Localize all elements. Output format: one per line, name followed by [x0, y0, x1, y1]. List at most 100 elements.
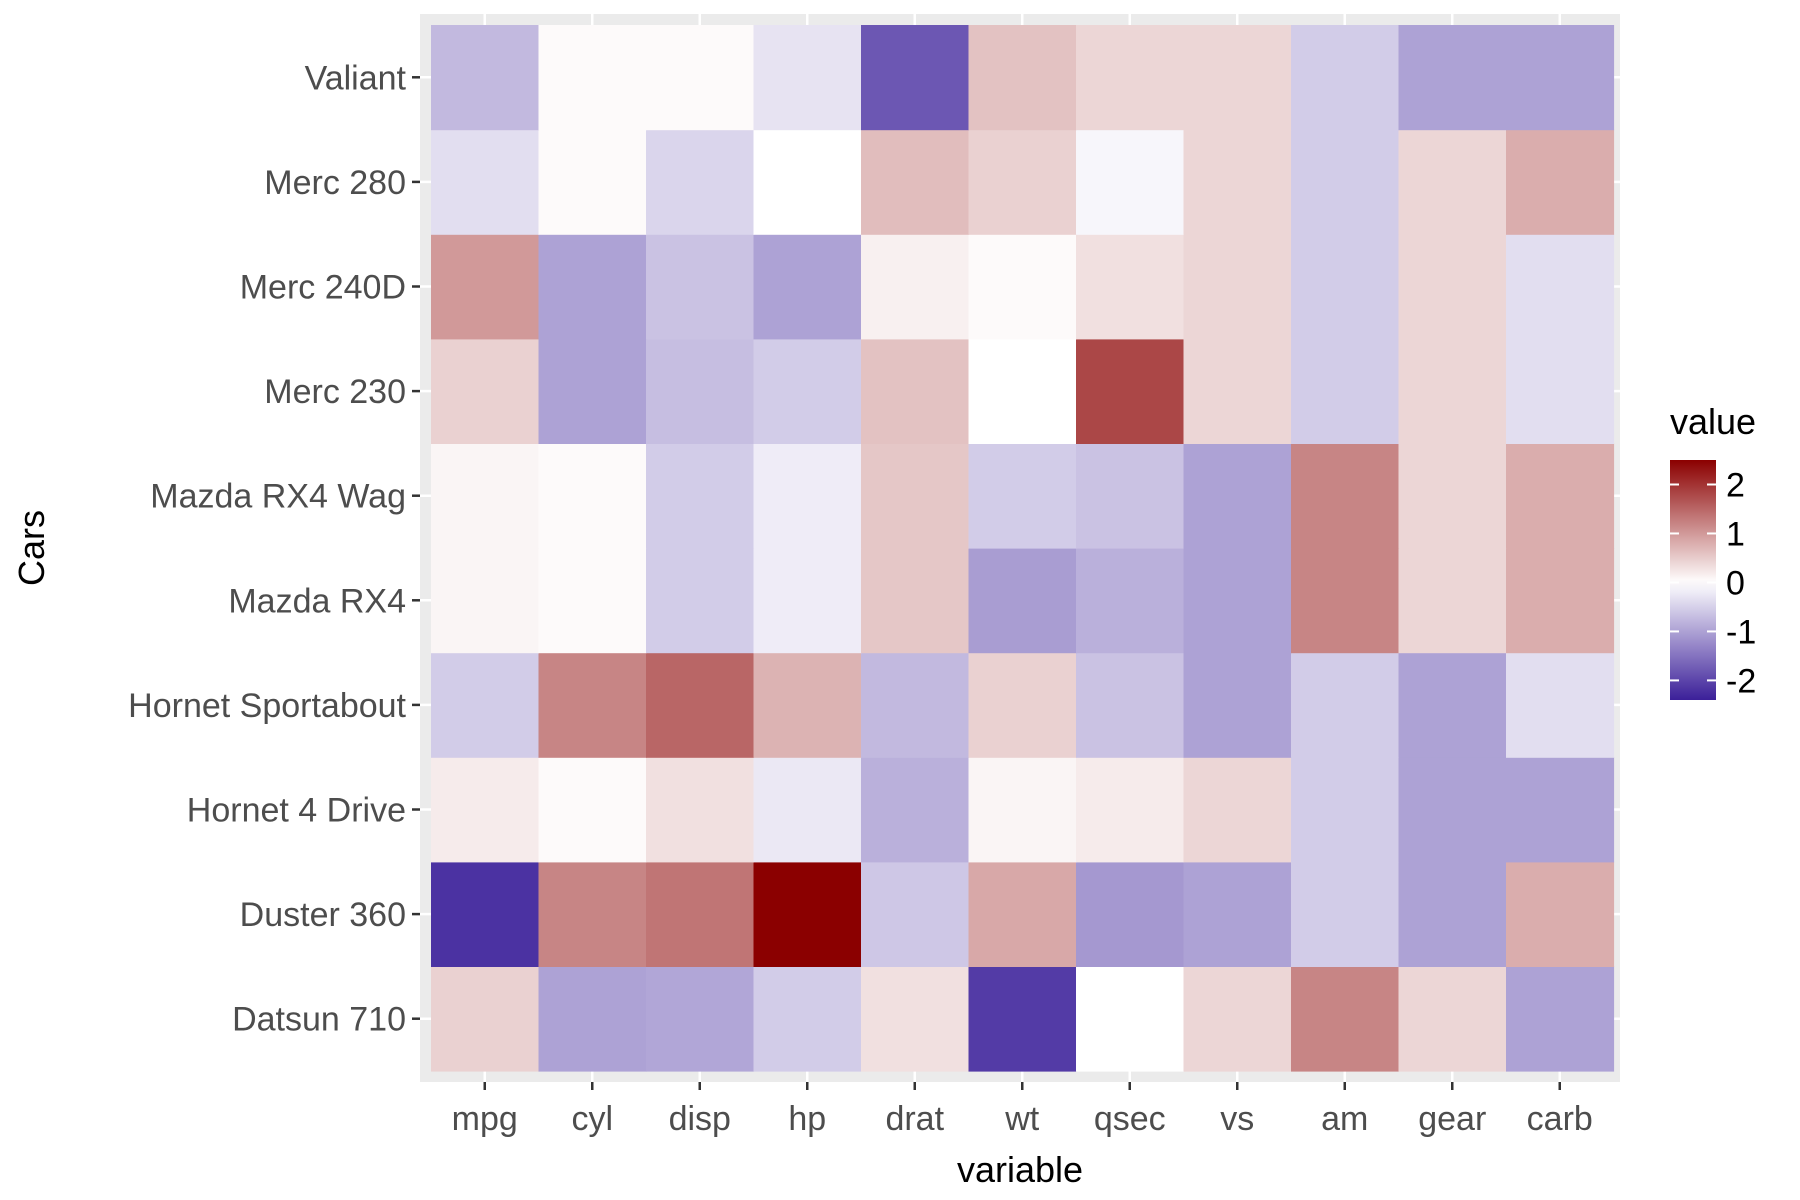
heatmap-cell	[431, 129, 540, 235]
heatmap-cell	[1183, 757, 1292, 863]
legend-tick-label: 1	[1726, 515, 1745, 553]
heatmap-cell	[968, 129, 1077, 235]
heatmap-cell	[1398, 652, 1507, 758]
y-tick-label: Mazda RX4	[228, 582, 406, 620]
x-tick-label: wt	[1004, 1100, 1040, 1138]
heatmap-cell	[1076, 234, 1185, 340]
heatmap-cell	[1183, 338, 1292, 444]
heatmap-cell	[1076, 966, 1185, 1072]
heatmap-cell	[646, 338, 755, 444]
x-tick-label: carb	[1527, 1100, 1593, 1138]
heatmap-cell	[538, 652, 647, 758]
heatmap-cell	[1398, 234, 1507, 340]
heatmap-cell	[753, 757, 862, 863]
heatmap-cell	[431, 757, 540, 863]
heatmap-cell	[1183, 234, 1292, 340]
heatmap-cell	[1076, 338, 1185, 444]
x-axis-title: variable	[957, 1149, 1083, 1190]
heatmap-cell	[753, 861, 862, 967]
heatmap-cell	[1076, 861, 1185, 967]
heatmap-cell	[1076, 25, 1185, 131]
heatmap-cell	[753, 25, 862, 131]
heatmap-cell	[538, 129, 647, 235]
heatmap-cell	[1291, 234, 1400, 340]
heatmap-cell	[1506, 338, 1615, 444]
heatmap-cell	[1506, 25, 1615, 131]
heatmap-cell	[1291, 757, 1400, 863]
y-tick-label: Hornet 4 Drive	[187, 792, 406, 830]
heatmap-cell	[1398, 129, 1507, 235]
heatmap-cell	[431, 548, 540, 654]
heatmap-cell	[431, 338, 540, 444]
heatmap-cell	[538, 966, 647, 1072]
x-tick-label: gear	[1418, 1100, 1486, 1138]
heatmap-cells	[431, 25, 1615, 1072]
heatmap-cell	[538, 25, 647, 131]
x-tick-label: disp	[669, 1100, 731, 1138]
heatmap-cell	[968, 757, 1077, 863]
y-axis: Datsun 710 Duster 360 Hornet 4 Drive Hornet…	[128, 59, 420, 1039]
heatmap-cell	[1291, 129, 1400, 235]
heatmap-cell	[968, 443, 1077, 549]
heatmap-cell	[538, 548, 647, 654]
heatmap-cell	[646, 966, 755, 1072]
heatmap-cell	[1183, 966, 1292, 1072]
heatmap-cell	[968, 966, 1077, 1072]
y-tick-label: Mazda RX4 Wag	[150, 478, 406, 516]
x-tick-label: cyl	[571, 1100, 613, 1138]
heatmap-cell	[1183, 861, 1292, 967]
heatmap-cell	[861, 757, 970, 863]
legend-tick-label: -1	[1726, 613, 1756, 651]
heatmap-cell	[968, 861, 1077, 967]
heatmap-cell	[1183, 443, 1292, 549]
heatmap-cell	[861, 25, 970, 131]
heatmap-cell	[1291, 548, 1400, 654]
heatmap-cell	[861, 548, 970, 654]
heatmap-cell	[861, 338, 970, 444]
heatmap-cell	[538, 338, 647, 444]
heatmap-cell	[753, 548, 862, 654]
legend-tick-label: 2	[1726, 466, 1745, 504]
heatmap-cell	[968, 338, 1077, 444]
heatmap-cell	[431, 652, 540, 758]
heatmap-cell	[431, 234, 540, 340]
x-tick-label: qsec	[1094, 1100, 1166, 1138]
heatmap-cell	[1291, 25, 1400, 131]
heatmap-cell	[753, 234, 862, 340]
y-tick-label: Duster 360	[240, 896, 406, 934]
heatmap-cell	[753, 652, 862, 758]
heatmap-cell	[1291, 338, 1400, 444]
heatmap-cell	[1398, 861, 1507, 967]
heatmap-cell	[1291, 966, 1400, 1072]
y-tick-label: Merc 280	[264, 164, 406, 202]
legend: value 2 1 0 -1 -2	[1670, 401, 1756, 700]
heatmap-cell	[646, 129, 755, 235]
heatmap-cell	[1076, 652, 1185, 758]
heatmap-cell	[646, 443, 755, 549]
heatmap-cell	[538, 443, 647, 549]
heatmap-cell	[861, 966, 970, 1072]
heatmap-cell	[1183, 129, 1292, 235]
heatmap-cell	[1506, 234, 1615, 340]
heatmap-cell	[1183, 548, 1292, 654]
heatmap-cell	[861, 652, 970, 758]
heatmap-cell	[861, 861, 970, 967]
heatmap-cell	[1506, 966, 1615, 1072]
heatmap-cell	[861, 129, 970, 235]
heatmap-cell	[646, 548, 755, 654]
heatmap-cell	[968, 234, 1077, 340]
x-axis: mpg cyl disp hp drat wt qsec vs am gear carb	[452, 1082, 1593, 1138]
heatmap-cell	[1506, 757, 1615, 863]
legend-ticks: 2 1 0 -1 -2	[1670, 466, 1756, 700]
y-tick-label: Merc 230	[264, 373, 406, 411]
heatmap-cell	[1506, 548, 1615, 654]
heatmap-cell	[646, 861, 755, 967]
heatmap-cell	[968, 548, 1077, 654]
x-tick-label: vs	[1220, 1100, 1254, 1138]
heatmap-cell	[1291, 652, 1400, 758]
y-tick-label: Valiant	[305, 59, 407, 97]
heatmap-cell	[1291, 443, 1400, 549]
heatmap-cell	[646, 757, 755, 863]
legend-tick-label: 0	[1726, 564, 1745, 602]
heatmap-cell	[538, 757, 647, 863]
